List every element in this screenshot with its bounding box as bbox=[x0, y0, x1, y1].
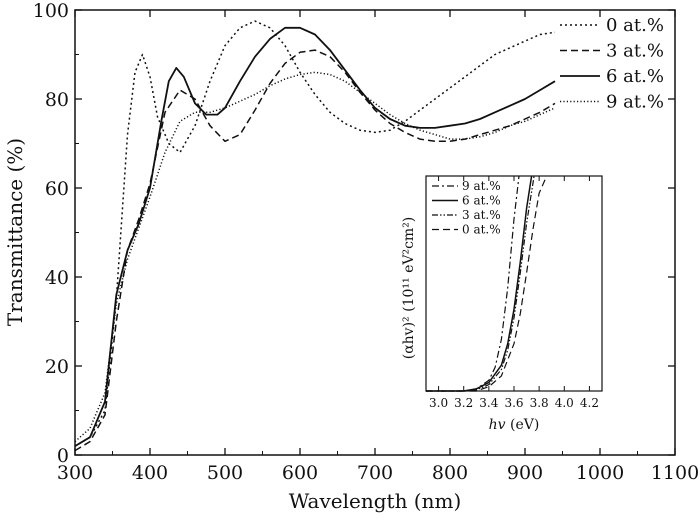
series-line-2 bbox=[74, 26, 556, 447]
inset-legend-label: 3 at.% bbox=[462, 208, 501, 222]
legend-label: 9 at.% bbox=[606, 92, 664, 113]
y-tick-label: 20 bbox=[45, 356, 69, 378]
x-tick-label: 900 bbox=[507, 462, 543, 484]
inset-legend-label: 9 at.% bbox=[462, 179, 501, 193]
inset-x-tick-label: 3.4 bbox=[479, 396, 498, 410]
inset-legend-label: 0 at.% bbox=[462, 223, 501, 237]
y-tick-label: 0 bbox=[57, 445, 69, 467]
inset-x-axis-title: hv (eV) bbox=[489, 417, 540, 433]
inset-x-tick-label: 3.0 bbox=[429, 396, 448, 410]
legend-label: 3 at.% bbox=[606, 41, 664, 62]
series-line-0 bbox=[74, 20, 556, 447]
y-tick-label: 100 bbox=[33, 0, 69, 22]
x-tick-label: 1100 bbox=[651, 462, 699, 484]
inset-y-axis-title: (αhv)² (10¹¹ eV²cm²) bbox=[401, 217, 417, 360]
x-tick-label: 300 bbox=[57, 462, 93, 484]
legend-label: 0 at.% bbox=[606, 15, 664, 36]
y-axis-title: Transmittance (%) bbox=[3, 138, 27, 326]
inset-x-tick-label: 4.0 bbox=[555, 396, 574, 410]
y-tick-label: 80 bbox=[45, 89, 69, 111]
x-tick-label: 400 bbox=[132, 462, 168, 484]
inset-series-line-2 bbox=[426, 175, 535, 392]
x-tick-label: 700 bbox=[357, 462, 393, 484]
inset-x-tick-label: 4.2 bbox=[580, 396, 599, 410]
inset-legend-label: 6 at.% bbox=[462, 194, 501, 208]
inset-background bbox=[426, 176, 602, 391]
inset-series-line-1 bbox=[426, 175, 533, 392]
x-tick-label: 500 bbox=[207, 462, 243, 484]
y-tick-label: 60 bbox=[45, 178, 69, 200]
inset-x-tick-label: 3.2 bbox=[454, 396, 473, 410]
inset-x-tick-label: 3.6 bbox=[504, 396, 523, 410]
series-line-1 bbox=[74, 49, 556, 452]
y-tick-label: 40 bbox=[45, 267, 69, 289]
x-tick-label: 800 bbox=[432, 462, 468, 484]
x-tick-label: 1000 bbox=[576, 462, 624, 484]
inset-series-line-3 bbox=[426, 175, 548, 392]
series-line-3 bbox=[74, 71, 556, 443]
inset-x-tick-label: 3.8 bbox=[530, 396, 549, 410]
x-tick-label: 600 bbox=[282, 462, 318, 484]
x-axis-title: Wavelength (nm) bbox=[289, 489, 462, 513]
legend-label: 6 at.% bbox=[606, 66, 664, 87]
